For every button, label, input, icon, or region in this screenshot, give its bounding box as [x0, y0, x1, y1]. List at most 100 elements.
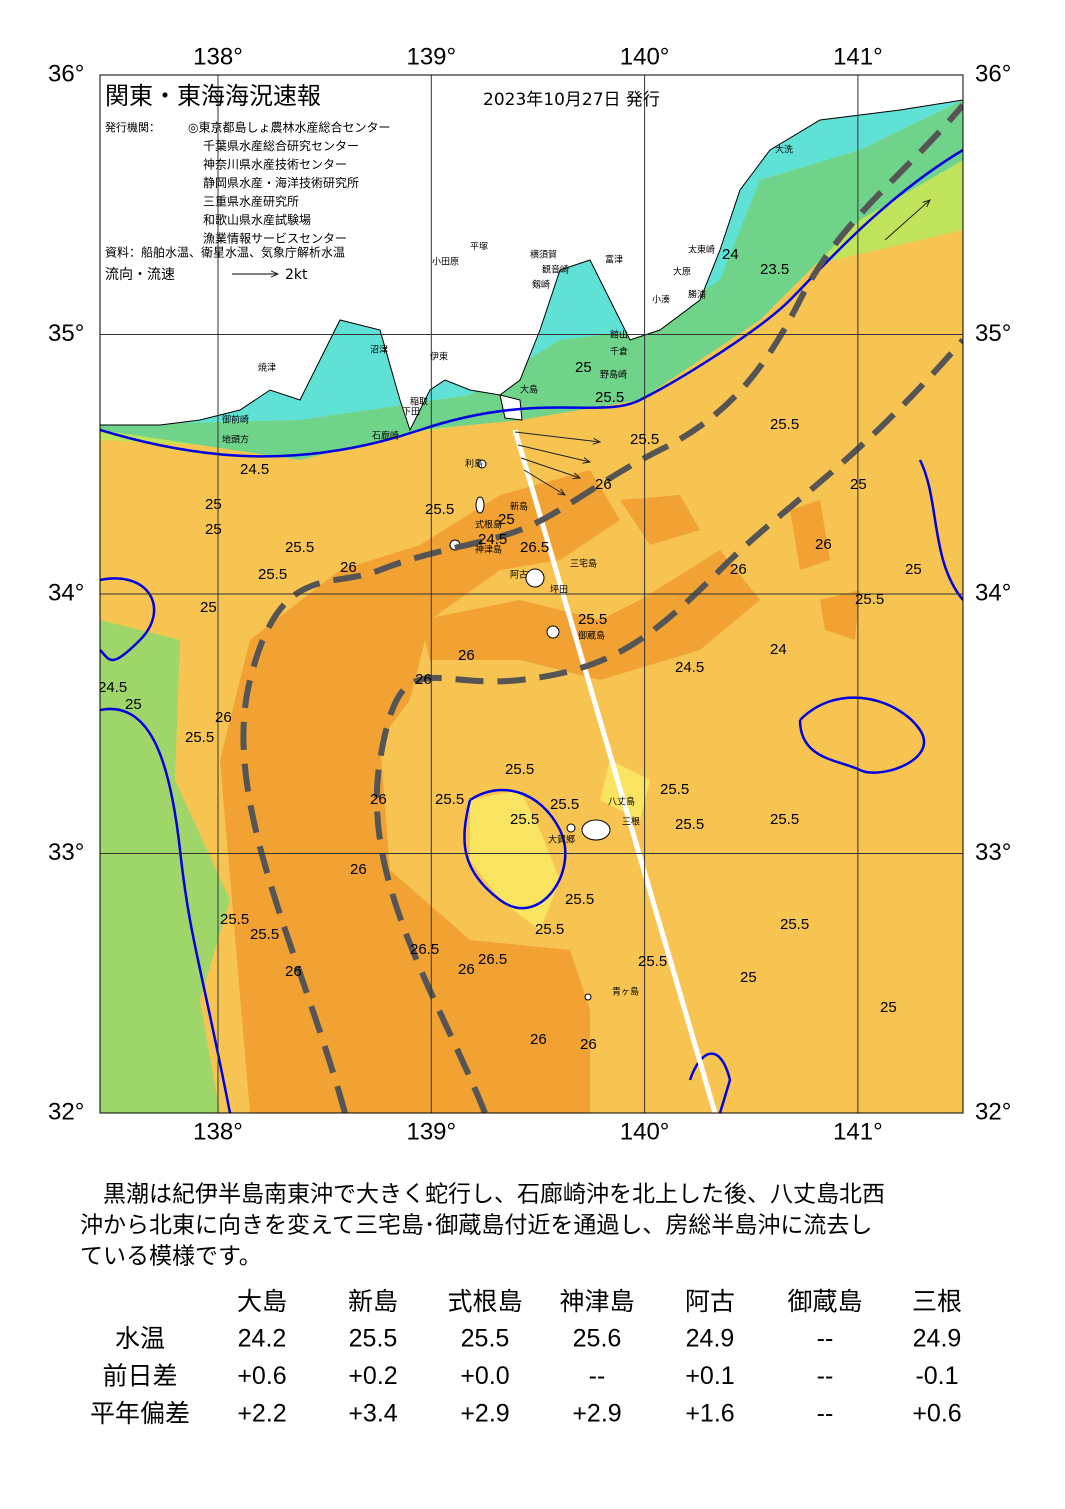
contour-label: 25: [498, 511, 515, 528]
contour-label: 25: [125, 696, 142, 713]
column-header: 阿古: [685, 1287, 735, 1316]
place-name: 稲取: [410, 396, 428, 408]
contour-label: 25: [905, 561, 922, 578]
contour-label: 25.5: [425, 501, 454, 518]
place-name: 式根島: [475, 519, 502, 531]
lon-label: 139°: [406, 43, 456, 70]
place-name: 小湊: [652, 294, 670, 306]
contour-label: 26: [580, 1036, 597, 1053]
title: 関東・東海海況速報: [105, 82, 321, 110]
place-name: 横須賀: [530, 249, 557, 261]
issuer: 三重県水産研究所: [203, 194, 299, 209]
contour-label: 26.5: [410, 941, 439, 958]
contour-label: 25: [205, 521, 222, 538]
lon-label: 141°: [833, 1118, 883, 1145]
contour-label: 25.5: [510, 811, 539, 828]
place-name: 平塚: [470, 242, 488, 253]
cell: +0.6: [237, 1362, 286, 1390]
column-header: 三根: [912, 1287, 962, 1316]
place-name: 小田原: [432, 257, 459, 268]
contour-label: 25.5: [855, 591, 884, 608]
row-label: 水温: [115, 1324, 165, 1353]
place-name: 大賀郷: [548, 834, 575, 846]
place-name: 新島: [510, 501, 528, 513]
axis-labels: 138° 138° 139° 139° 140° 140° 141° 141° 36° 36° 35…: [48, 43, 1011, 1145]
issuer: 静岡県水産・海洋技術研究所: [203, 175, 359, 190]
lat-label: 36°: [975, 60, 1011, 87]
contour-labels: 24.5252525.525.5252624.52525.526262625.5…: [98, 246, 922, 1053]
contour-label: 25.5: [185, 729, 214, 746]
cell: +0.2: [348, 1362, 397, 1390]
flow-label: 流向・流速: [105, 267, 175, 283]
description-line: 黒潮は紀伊半島南東沖で大きく蛇行し、石廊崎沖を北上した後、八丈島北西: [80, 1182, 885, 1208]
column-header: 新島: [348, 1287, 398, 1316]
place-name: 下田: [402, 407, 420, 418]
lat-label: 34°: [975, 579, 1011, 606]
lon-label: 138°: [193, 1118, 243, 1145]
place-name: 御前崎: [222, 414, 249, 426]
kuroshio-axis: [240, 103, 963, 1113]
place-name: 剱崎: [532, 279, 550, 291]
place-name: 大島: [520, 384, 538, 396]
contour-label: 25.5: [535, 921, 564, 938]
contour-label: 24: [722, 246, 739, 263]
issuer: 漁業情報サービスセンター: [203, 232, 347, 246]
place-name: 館山: [610, 329, 628, 341]
place-name: 三根: [622, 816, 640, 828]
issuer-label: 発行機関：: [105, 120, 160, 134]
contour-label: 25.5: [770, 811, 799, 828]
contour-label: 25.5: [578, 611, 607, 628]
contour-label: 26: [370, 791, 387, 808]
place-name: 三宅島: [570, 558, 597, 570]
contour-label: 26: [285, 963, 302, 980]
contour-label: 26: [730, 561, 747, 578]
contour-label: 25.5: [638, 953, 667, 970]
issuers: ◎東京都島しょ農林水産総合センター千葉県水産総合研究センター神奈川県水産技術セン…: [188, 120, 390, 246]
islands: [449, 394, 611, 1001]
lat-label: 32°: [48, 1098, 84, 1125]
issuer: 和歌山県水産試験場: [203, 212, 311, 227]
place-name: 石廊崎: [372, 430, 399, 442]
coastal-water: [100, 100, 963, 460]
contour-label: 25.5: [505, 761, 534, 778]
contour-label: 25: [205, 496, 222, 513]
place-name: 伊東: [430, 351, 448, 363]
cell: 24.9: [686, 1325, 735, 1353]
lon-label: 140°: [620, 1118, 670, 1145]
place-name: 坪田: [550, 585, 568, 596]
contour-label: 26: [530, 1031, 547, 1048]
contour-label: 25.5: [220, 911, 249, 928]
place-name: 八丈島: [608, 796, 635, 808]
issuer: 千葉県水産総合研究センター: [203, 138, 359, 153]
warm-water: [470, 760, 650, 930]
cell: +0.0: [460, 1362, 509, 1390]
cell: +3.4: [348, 1400, 397, 1428]
cell: +2.9: [572, 1400, 621, 1428]
lat-label: 35°: [975, 320, 1011, 347]
contour-label: 25.5: [435, 791, 464, 808]
place-name: 太東崎: [688, 244, 715, 256]
contour-label: 26.5: [520, 539, 549, 556]
land: [100, 75, 963, 432]
contour-label: 26: [458, 961, 475, 978]
contour-label: 26: [340, 559, 357, 576]
contour-label: 25: [200, 599, 217, 616]
issuer: 神奈川県水産技術センター: [203, 157, 347, 172]
cell: --: [817, 1325, 834, 1353]
contour-label: 24.5: [98, 679, 127, 696]
contour-label: 26: [815, 536, 832, 553]
place-name: 地頭方: [222, 434, 249, 446]
cell: +2.9: [460, 1400, 509, 1428]
warm-water: [620, 495, 860, 640]
cell: --: [817, 1400, 834, 1428]
issuer: ◎東京都島しょ農林水産総合センター: [188, 120, 390, 135]
map: 24.5252525.525.5252624.52525.526262625.5…: [98, 75, 963, 1113]
lon-label: 141°: [833, 43, 883, 70]
contour-label: 24.5: [478, 531, 507, 548]
place-name: 神津島: [475, 544, 502, 556]
place-name: 富津: [605, 254, 623, 266]
contour-label: 25.5: [770, 416, 799, 433]
row-label: 前日差: [102, 1362, 177, 1391]
contour-label: 26: [458, 647, 475, 664]
